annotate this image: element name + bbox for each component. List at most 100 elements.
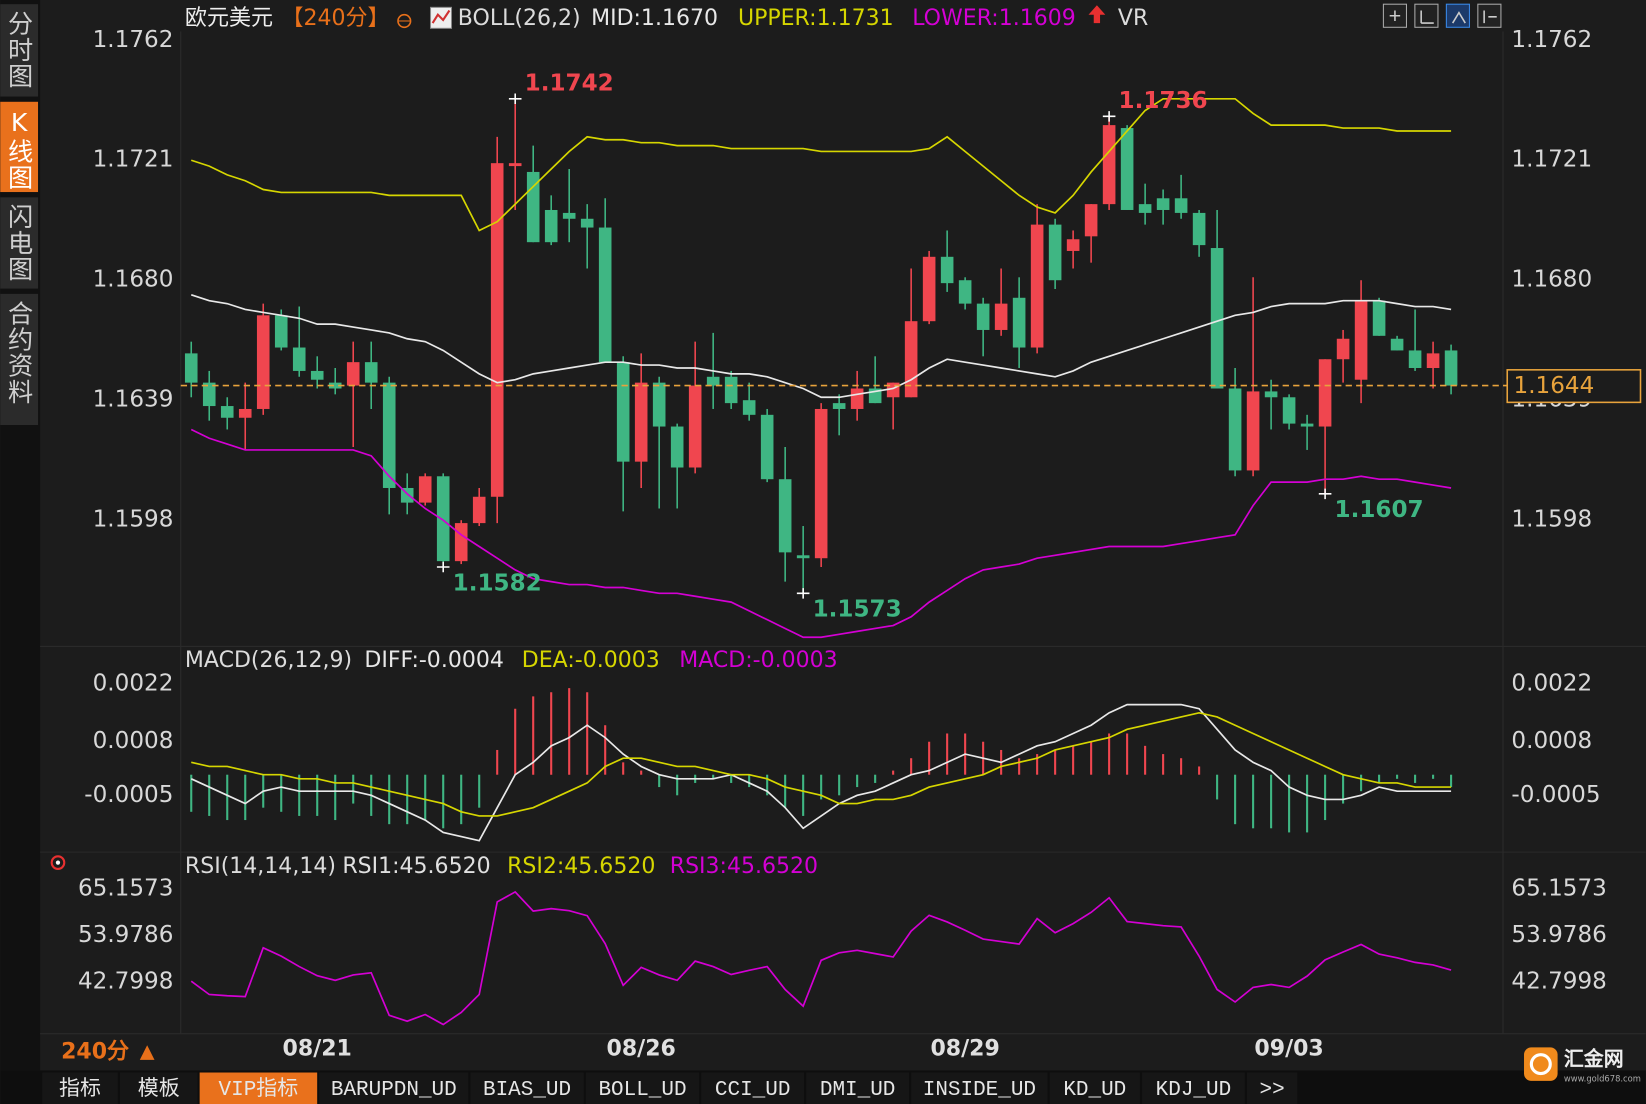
y-tick-label: 42.7998	[78, 968, 173, 994]
y-tick-label: 0.0022	[93, 671, 174, 697]
candle-body	[508, 163, 522, 167]
candle-body	[1138, 204, 1152, 213]
period-selector[interactable]: 240分	[61, 1040, 129, 1065]
sidebar-item-bg[interactable]	[0, 293, 39, 426]
candle-body	[688, 385, 702, 468]
tab[interactable]: DMI_UD	[820, 1079, 896, 1102]
y-tick-label-right: 65.1573	[1511, 875, 1606, 901]
sidebar-item-bg[interactable]	[0, 197, 39, 289]
tab[interactable]: INSIDE_UD	[923, 1079, 1036, 1102]
tab[interactable]: 模板	[138, 1077, 180, 1102]
y-tick-label-right: 1.1598	[1511, 507, 1592, 533]
tab[interactable]: CCI_UD	[715, 1079, 791, 1102]
y-tick-label: 1.1762	[93, 27, 174, 53]
y-tick-label: -0.0005	[84, 782, 173, 808]
sidebar-item-bg[interactable]	[0, 101, 39, 193]
rsi-line	[190, 890, 1452, 1026]
y-tick-label: 1.1721	[93, 147, 174, 173]
candle-body	[346, 362, 360, 386]
candle-body	[1300, 423, 1314, 427]
candle-body	[616, 362, 630, 462]
candle-body	[796, 555, 810, 559]
secondary-indicator[interactable]: VR	[1118, 6, 1148, 31]
candle-body	[184, 353, 198, 383]
logo-icon	[1529, 1053, 1552, 1076]
y-tick-label: 1.1680	[93, 267, 174, 293]
period-arrow[interactable]	[139, 1045, 155, 1060]
candle-body	[706, 376, 720, 386]
last-price-label: 1.1644	[1514, 373, 1595, 399]
tab-bg[interactable]	[701, 1072, 805, 1104]
sidebar-item-bg[interactable]	[0, 4, 39, 97]
candle-body	[1228, 388, 1242, 471]
candle-body	[1048, 224, 1062, 281]
logo-url: www.gold678.com	[1564, 1073, 1641, 1083]
tab-bg[interactable]	[1246, 1072, 1298, 1104]
candle-body	[454, 523, 468, 562]
candle-body	[544, 209, 558, 243]
tab[interactable]: KDJ_UD	[1156, 1079, 1232, 1102]
indicator-title: RSI(14,14,14)	[185, 854, 336, 879]
candle-body	[1426, 353, 1440, 369]
sidebar-item[interactable]: 闪电图	[5, 204, 34, 283]
tab[interactable]: >>	[1260, 1079, 1285, 1102]
candle-body	[1012, 297, 1026, 348]
tab-bg[interactable]	[470, 1072, 584, 1104]
tab[interactable]: KD_UD	[1063, 1079, 1126, 1102]
tab-bg[interactable]	[585, 1072, 700, 1104]
rsi-icon[interactable]	[50, 855, 66, 870]
candle-body	[724, 376, 738, 404]
tab-bg[interactable]	[1049, 1072, 1140, 1104]
y-tick-label-right: 0.0008	[1511, 728, 1592, 754]
candle-body	[472, 496, 486, 524]
tab-bg[interactable]	[1142, 1072, 1245, 1104]
candle-body	[364, 362, 378, 383]
candle-body	[238, 408, 252, 418]
candle-body	[958, 280, 972, 304]
y-tick-label: 65.1573	[78, 875, 173, 901]
candle-body	[310, 370, 324, 380]
candle-body	[580, 218, 594, 228]
candle-body	[598, 227, 612, 363]
extreme-marker	[796, 588, 810, 599]
candle-body	[742, 400, 756, 415]
extreme-label: 1.1582	[453, 570, 542, 596]
candle-body	[328, 382, 342, 389]
period-label[interactable]: 【240分】	[281, 6, 389, 31]
sidebar-item[interactable]: 分时图	[5, 10, 34, 89]
y-tick-label-right: 1.1680	[1511, 267, 1592, 293]
legend-entry: MACD:-0.0003	[679, 648, 837, 673]
tab-bg[interactable]	[319, 1072, 469, 1104]
candle-body	[1444, 350, 1458, 386]
candle-body	[1372, 300, 1386, 336]
tab-bg[interactable]	[42, 1072, 118, 1104]
macd-line	[190, 703, 1452, 842]
sidebar-item[interactable]: 合约资料	[5, 300, 34, 405]
tab[interactable]: VIP指标	[219, 1077, 299, 1102]
candle-body	[1120, 128, 1134, 210]
legend-entry: DEA:-0.0003	[522, 648, 660, 673]
tab[interactable]: BIAS_UD	[483, 1079, 571, 1102]
boll-line	[190, 97, 1452, 232]
candle-body	[202, 382, 216, 407]
legend-entry: DIFF:-0.0004	[364, 648, 503, 673]
tab[interactable]: BARUPDN_UD	[331, 1079, 457, 1102]
extreme-marker	[436, 561, 450, 573]
candle-body	[1192, 212, 1206, 246]
tab-bg[interactable]	[806, 1072, 910, 1104]
tab[interactable]: 指标	[59, 1077, 101, 1102]
arrow-icon[interactable]	[1088, 5, 1106, 24]
sidebar-item[interactable]: K线图	[5, 108, 34, 191]
boll-line	[190, 294, 1452, 399]
tab-bg[interactable]	[119, 1072, 198, 1104]
candle-body	[1156, 198, 1170, 210]
candle-body	[760, 414, 774, 480]
candle-body	[814, 408, 828, 559]
tab-bg[interactable]	[911, 1072, 1048, 1104]
tab[interactable]: BOLL_UD	[598, 1079, 686, 1102]
tab-bg[interactable]	[199, 1072, 318, 1104]
candle-body	[292, 347, 306, 371]
toolbar-button[interactable]	[1477, 3, 1502, 28]
